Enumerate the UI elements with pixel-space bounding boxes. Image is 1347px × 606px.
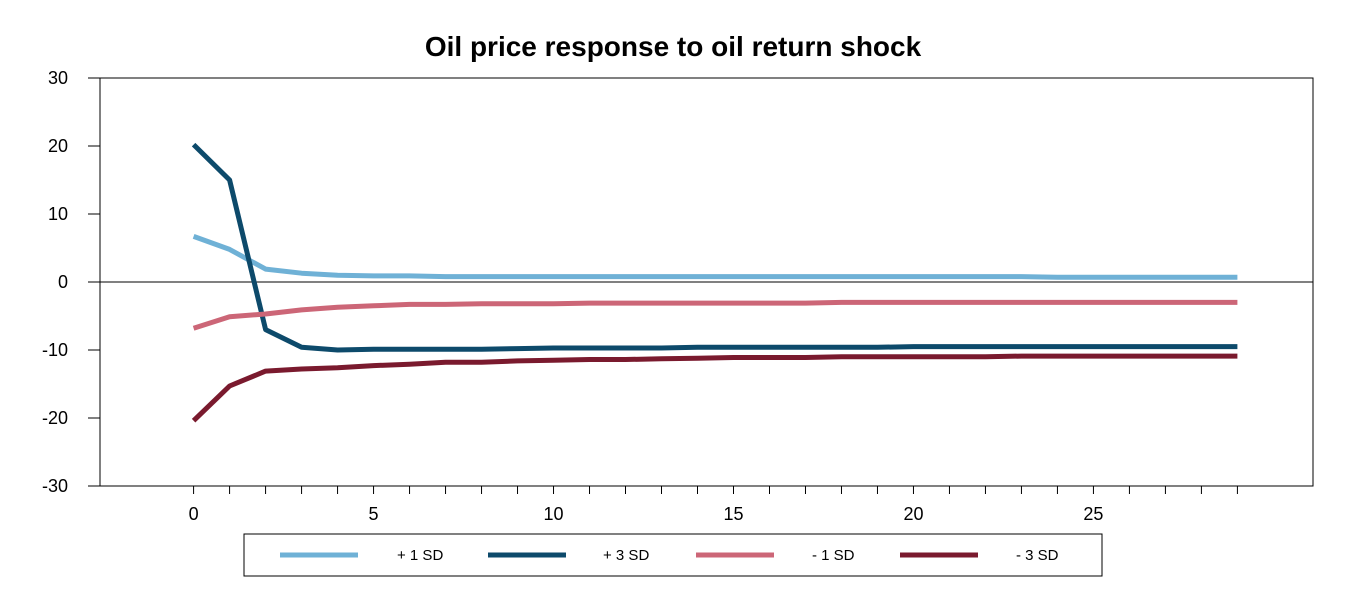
series-line-3 — [192, 299, 1238, 331]
chart-title: Oil price response to oil return shock — [425, 31, 922, 62]
x-tick-label: 5 — [369, 504, 379, 524]
x-tick-label: 25 — [1083, 504, 1103, 524]
x-tick-label: 20 — [903, 504, 923, 524]
legend-label: - 1 SD — [812, 547, 855, 564]
legend: + 1 SD + 3 SD - 1 SD - 3 SD — [280, 547, 1059, 564]
legend-label: + 3 SD — [603, 547, 649, 564]
x-tick-label: 10 — [544, 504, 564, 524]
y-tick-label: -30 — [42, 476, 68, 496]
legend-label: + 1 SD — [397, 547, 443, 564]
x-tick-label: 15 — [723, 504, 743, 524]
series-line-1 — [192, 234, 1238, 280]
x-tick-label: 0 — [189, 504, 199, 524]
y-tick-label: 20 — [48, 136, 68, 156]
legend-label: - 3 SD — [1016, 547, 1059, 564]
y-tick-label: -10 — [42, 340, 68, 360]
series-line-2 — [191, 142, 1238, 353]
axes: 30 20 10 0 -10 -20 -30 0 5 10 15 20 25 — [42, 68, 1313, 524]
y-tick-label: -20 — [42, 408, 68, 428]
y-tick-label: 0 — [58, 272, 68, 292]
y-tick-label: 10 — [48, 204, 68, 224]
y-tick-label: 30 — [48, 68, 68, 88]
series-line-4 — [191, 353, 1238, 423]
series-lines — [191, 142, 1238, 423]
